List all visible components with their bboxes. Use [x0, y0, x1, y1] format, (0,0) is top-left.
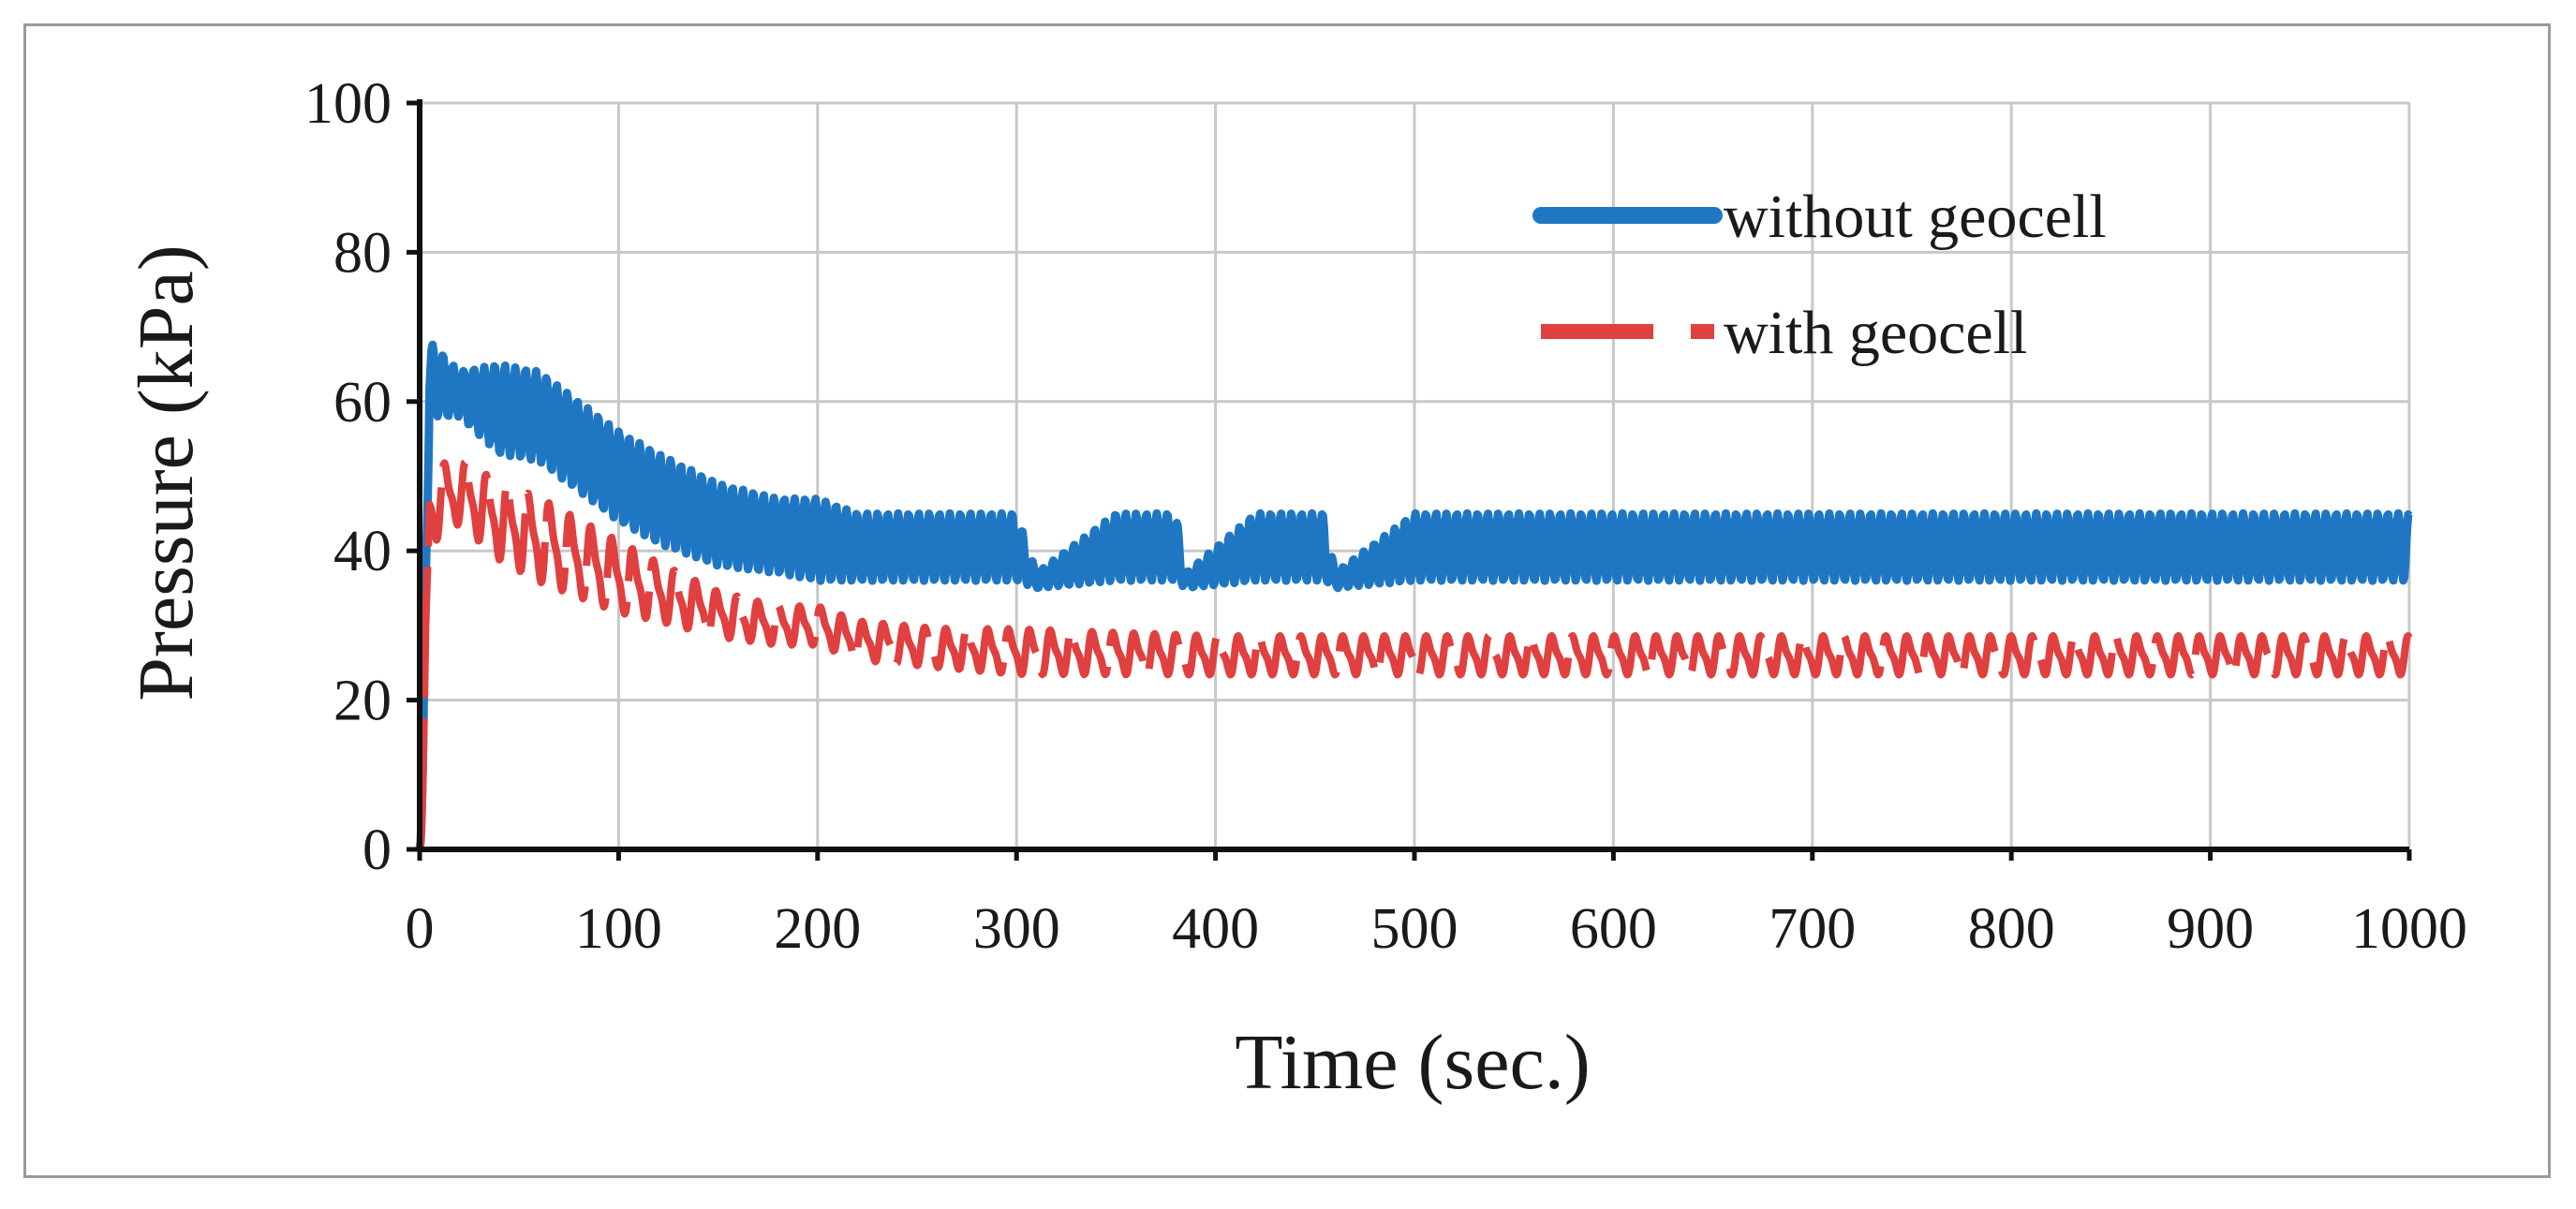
- y-tick-label: 0: [363, 818, 392, 882]
- x-tick-label: 1000: [2351, 897, 2467, 961]
- series-line-with-geocell: [416, 458, 2413, 850]
- y-tick-label: 20: [333, 670, 392, 733]
- y-axis-title: Pressure (kPa): [123, 244, 210, 701]
- chart-frame: [23, 23, 2551, 1178]
- legend-label-without-geocell: without geocell: [1724, 183, 2107, 251]
- grid-layer: [420, 101, 2411, 849]
- x-tick-label: 500: [1371, 897, 1458, 961]
- y-tick-label: 40: [333, 520, 392, 583]
- series-line-without-geocell: [415, 340, 2413, 850]
- x-axis-title: Time (sec.): [1235, 1019, 1591, 1106]
- x-tick-label: 100: [575, 897, 662, 961]
- x-tick-label: 300: [973, 897, 1060, 961]
- x-tick-label: 900: [2167, 897, 2254, 961]
- x-tick-label: 600: [1570, 897, 1657, 961]
- x-tick-label: 800: [1968, 897, 2055, 961]
- x-tick-label: 0: [406, 897, 435, 961]
- y-tick-label: 60: [333, 371, 392, 435]
- x-tick-label: 200: [774, 897, 861, 961]
- axis-layer: [407, 99, 2412, 861]
- series-layer: [415, 340, 2413, 850]
- tick-labels: 0 100 200 300 400 500 600 700 800 900 1000 0 20 40 60 8…: [304, 72, 2467, 961]
- y-tick-label: 80: [333, 221, 392, 285]
- legend: without geocell with geocell: [1532, 183, 2107, 367]
- y-tick-label: 100: [304, 72, 392, 136]
- x-tick-label: 700: [1769, 897, 1856, 961]
- legend-label-with-geocell: with geocell: [1724, 299, 2027, 367]
- x-tick-label: 400: [1172, 897, 1259, 961]
